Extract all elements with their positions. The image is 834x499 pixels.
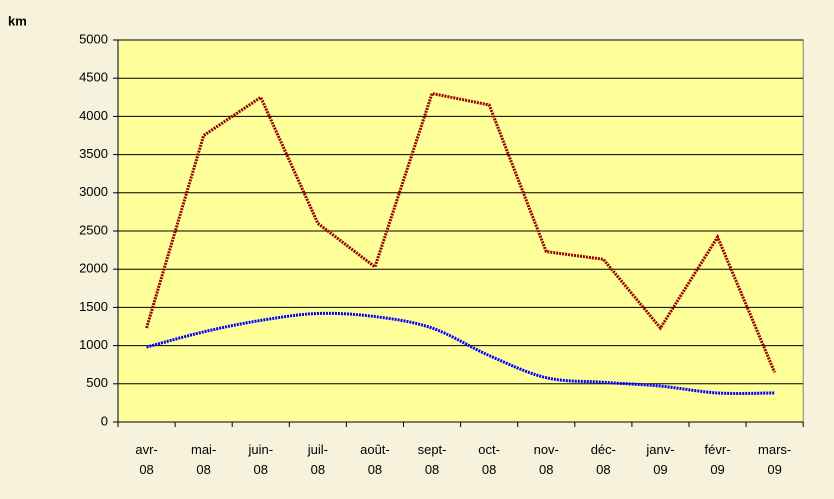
- y-tick-label: 0: [101, 413, 108, 428]
- x-tick-label: juin-08: [248, 442, 274, 477]
- y-tick-label: 3500: [79, 146, 108, 161]
- series-line: [146, 311, 775, 395]
- unit-label: km: [8, 13, 27, 28]
- x-tick-label: nov-08: [533, 442, 559, 477]
- x-tick-label: oct-08: [478, 442, 500, 477]
- y-tick-label: 3000: [79, 184, 108, 199]
- y-tick-label: 500: [86, 375, 108, 390]
- x-tick-label: mars-09: [758, 442, 792, 477]
- x-tick-label: juil-08: [307, 442, 328, 477]
- y-tick-label: 5000: [79, 31, 108, 46]
- x-tick-label: janv-09: [646, 442, 675, 477]
- y-tick-label: 4000: [79, 108, 108, 123]
- y-tick-label: 4500: [79, 70, 108, 85]
- x-tick-label: févr-09: [704, 442, 731, 477]
- x-tick-label: sept-08: [417, 442, 447, 477]
- y-tick-label: 1000: [79, 337, 108, 352]
- x-tick-label: mai-08: [191, 442, 217, 477]
- series-line: [145, 91, 777, 373]
- y-tick-label: 2000: [79, 261, 108, 276]
- x-tick-label: déc-08: [590, 442, 616, 477]
- y-tick-label: 1500: [79, 299, 108, 314]
- x-tick-label: août-08: [360, 442, 390, 477]
- x-tick-label: avr-08: [135, 442, 158, 477]
- y-tick-label: 2500: [79, 222, 108, 237]
